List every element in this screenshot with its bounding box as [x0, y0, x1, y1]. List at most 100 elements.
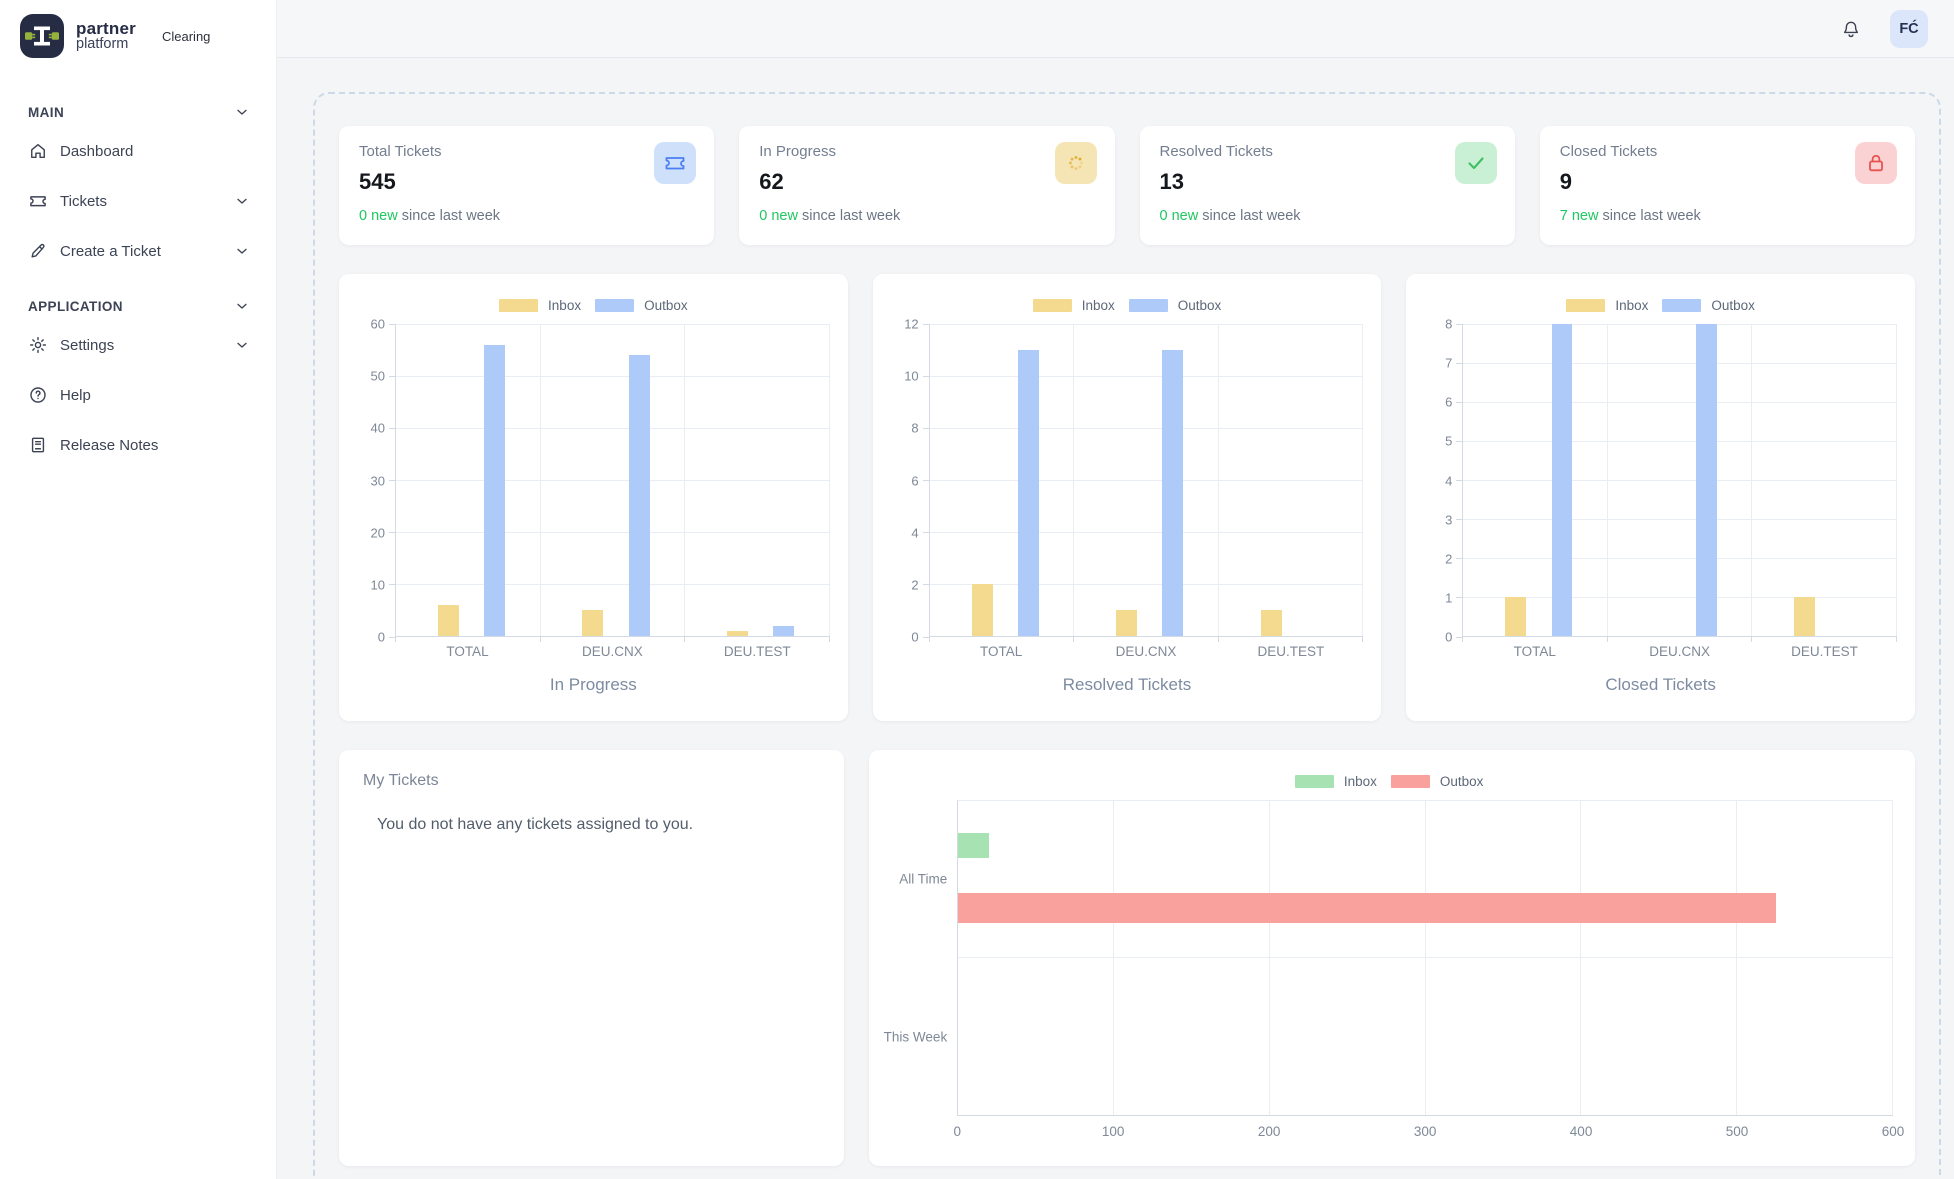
chart-title: Closed Tickets: [1605, 675, 1716, 694]
brand-line2: platform: [76, 36, 129, 53]
x-category-label: DEU.TEST: [1257, 644, 1325, 659]
sidebar-item-release-notes[interactable]: Release Notes: [26, 420, 252, 470]
bell-icon: [1841, 16, 1861, 37]
y-tick-label: 0: [1445, 629, 1453, 645]
sidebar-item-create-a-ticket[interactable]: Create a Ticket: [26, 226, 252, 276]
chart-card-closed-tickets: Inbox Outbox 0 1 2 3 4 5 6 7 8 TOTAL DEU.CNX DEU.TEST…: [1406, 274, 1915, 721]
sidebar-nav: MAIN Dashboard Tickets Create a Ticket APPLI…: [0, 72, 276, 470]
ticket-icon: [28, 191, 48, 211]
gridline-h: [396, 584, 830, 586]
sidebar-item-label: Settings: [60, 336, 115, 354]
lock-icon: [1869, 154, 1883, 172]
y-tick-mark: [922, 480, 929, 481]
y-tick-mark: [922, 427, 929, 429]
sidebar-item-tickets[interactable]: Tickets: [26, 176, 252, 226]
user-avatar[interactable]: FĆ: [1890, 9, 1928, 48]
sidebar-item-dashboard[interactable]: Dashboard: [26, 126, 252, 176]
y-tick-mark: [389, 480, 395, 481]
y-category-labels: All Time This Week: [884, 800, 957, 1116]
stat-title: Resolved Tickets: [1159, 143, 1273, 160]
stat-value: 9: [1559, 169, 1572, 194]
x-axis-labels: TOTAL DEU.CNX DEU.TEST: [395, 644, 830, 659]
x-tick-mark: [1217, 636, 1219, 642]
sidebar-item-label: Tickets: [60, 192, 107, 210]
y-tick-label: 10: [370, 577, 385, 593]
stat-icon-tile: [1054, 142, 1097, 184]
legend-label: Outbox: [1439, 773, 1484, 789]
sidebar-item-label: Dashboard: [60, 142, 134, 160]
legend-item-inbox[interactable]: Inbox: [499, 296, 581, 314]
legend-item-outbox[interactable]: Outbox: [595, 296, 688, 314]
sidebar-item-settings[interactable]: Settings: [26, 320, 252, 370]
legend-item-inbox[interactable]: Inbox: [1294, 772, 1377, 790]
chart-legend: Inbox Outbox: [891, 296, 1364, 314]
sidebar-section-application[interactable]: APPLICATION: [28, 298, 250, 314]
legend-label: Inbox: [1343, 773, 1377, 789]
gridline-v: [1113, 801, 1114, 1115]
bar-outbox-deu-cnx: [1696, 324, 1717, 636]
legend-item-outbox[interactable]: Outbox: [1128, 296, 1221, 314]
gridline-h: [396, 532, 830, 534]
legend-swatch: [1566, 298, 1606, 312]
gridline-v: [1736, 801, 1738, 1115]
notifications-button[interactable]: [1838, 16, 1864, 42]
stat-title: In Progress: [759, 143, 836, 160]
y-tick-label: 20: [370, 525, 385, 541]
y-tick-label: 3: [1445, 512, 1453, 528]
bar-inbox-total: [1505, 597, 1527, 636]
gridline-v: [1892, 801, 1893, 1115]
legend-label: Outbox: [1711, 297, 1755, 313]
chevron-down-icon: [234, 337, 250, 353]
gridline-v: [1895, 324, 1897, 636]
chevron-down-icon: [234, 298, 250, 314]
bar-inbox-deu-test: [727, 630, 748, 636]
sidebar-item-help[interactable]: Help: [26, 370, 252, 420]
legend-item-outbox[interactable]: Outbox: [1390, 772, 1484, 790]
gridline-v: [539, 324, 541, 636]
my-tickets-card: My Tickets You do not have any tickets a…: [339, 750, 845, 1166]
partner-platform-logo[interactable]: [20, 14, 64, 58]
gridline-h: [929, 376, 1364, 377]
y-tick-label: 1: [1445, 590, 1453, 606]
x-tick-mark: [539, 636, 541, 642]
stat-value: 545: [359, 169, 396, 194]
my-tickets-title: My Tickets: [363, 772, 439, 789]
gridline-v: [1268, 801, 1270, 1115]
gridline-v: [1606, 324, 1608, 636]
x-category-label: DEU.CNX: [1649, 644, 1711, 659]
x-tick-label: 300: [1413, 1124, 1437, 1139]
legend-item-inbox[interactable]: Inbox: [1032, 296, 1115, 314]
bar-outbox-total: [484, 344, 506, 636]
chart-card-in-progress: Inbox Outbox 0 10 20 30 40 50 60 TOTAL DEU.CNX DEU.…: [339, 274, 848, 721]
gridline-h: [929, 584, 1364, 586]
x-category-label: DEU.CNX: [581, 644, 643, 659]
sidebar-section-main[interactable]: MAIN: [28, 104, 250, 120]
gridline-v: [1424, 801, 1426, 1115]
bar-inbox-deu-test: [1260, 610, 1282, 636]
y-tick-mark: [1456, 480, 1463, 481]
y-tick-mark: [389, 636, 395, 638]
stat-delta-rest: since last week: [1198, 208, 1301, 224]
stat-delta-rest: since last week: [797, 208, 901, 224]
stat-icon-tile: [1855, 142, 1897, 184]
y-tick-label: 50: [370, 368, 385, 384]
x-tick-mark: [1462, 636, 1464, 642]
legend-swatch: [499, 298, 539, 312]
stat-delta-rest: since last week: [1598, 208, 1701, 224]
y-tick-mark: [922, 636, 929, 638]
gridline-h: [1463, 402, 1897, 403]
sidebar-item-label: Release Notes: [60, 436, 159, 454]
legend-item-outbox[interactable]: Outbox: [1662, 296, 1755, 314]
y-axis-labels: 0 10 20 30 40 50 60: [357, 317, 395, 645]
stat-icon-tile: [1454, 142, 1497, 184]
x-tick-mark: [684, 636, 686, 642]
x-tick-label: 100: [1101, 1124, 1125, 1139]
spinner-icon: [1068, 155, 1083, 171]
legend-item-inbox[interactable]: Inbox: [1566, 296, 1648, 314]
legend-label: Inbox: [1615, 297, 1649, 313]
legend-swatch: [1390, 774, 1430, 788]
x-category-label: TOTAL: [446, 644, 489, 659]
x-tick-mark: [1073, 636, 1075, 642]
x-tick-label: 0: [953, 1124, 961, 1139]
bar-inbox-deu-cnx: [1116, 610, 1138, 636]
